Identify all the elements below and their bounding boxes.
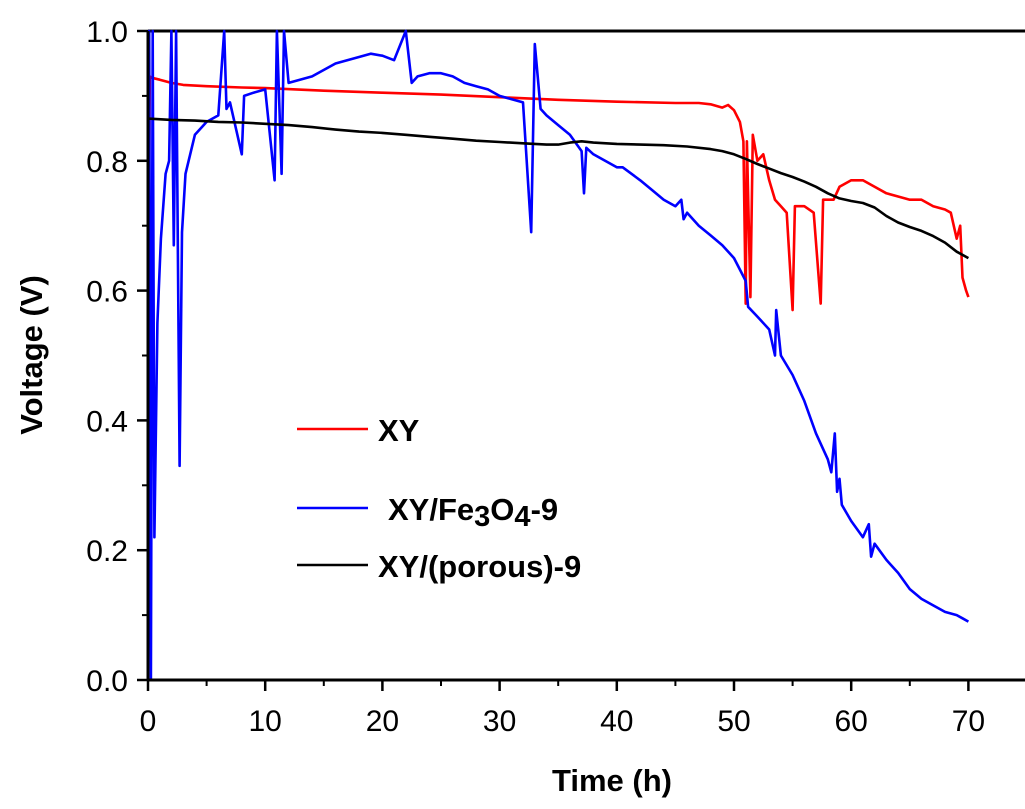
x-tick-label: 0 — [140, 705, 157, 738]
x-tick-label: 70 — [952, 705, 985, 738]
x-tick-label: 50 — [717, 705, 750, 738]
x-tick-label: 60 — [835, 705, 868, 738]
series-layer — [148, 29, 970, 680]
series-line-2 — [148, 29, 970, 680]
x-tick-label: 30 — [483, 705, 516, 738]
y-ticks: 0.0 0.2 0.4 0.6 0.8 1.0 — [86, 16, 148, 698]
series-line-3 — [148, 117, 970, 260]
legend-label: XY/Fe3O4-9 — [388, 492, 558, 533]
y-tick-label: 0.2 — [86, 535, 128, 568]
x-tick-label: 40 — [600, 705, 633, 738]
legend-label: XY — [378, 413, 420, 448]
y-tick-label: 0.4 — [86, 405, 128, 438]
y-axis-title: Voltage (V) — [14, 275, 49, 435]
y-tick-label: 0.6 — [86, 276, 128, 309]
x-tick-label: 10 — [249, 705, 282, 738]
y-tick-label: 1.0 — [86, 16, 128, 49]
x-axis-title: Time (h) — [552, 763, 672, 798]
y-tick-label: 0.0 — [86, 665, 128, 698]
x-tick-label: 20 — [366, 705, 399, 738]
series-line-1 — [148, 63, 970, 312]
y-tick-label: 0.8 — [86, 146, 128, 179]
legend: XY XY/Fe3O4-9 XY/(porous)-9 — [297, 413, 581, 584]
legend-label: XY/(porous)-9 — [378, 549, 581, 584]
x-ticks: 0 10 20 30 40 50 60 70 — [140, 680, 985, 738]
